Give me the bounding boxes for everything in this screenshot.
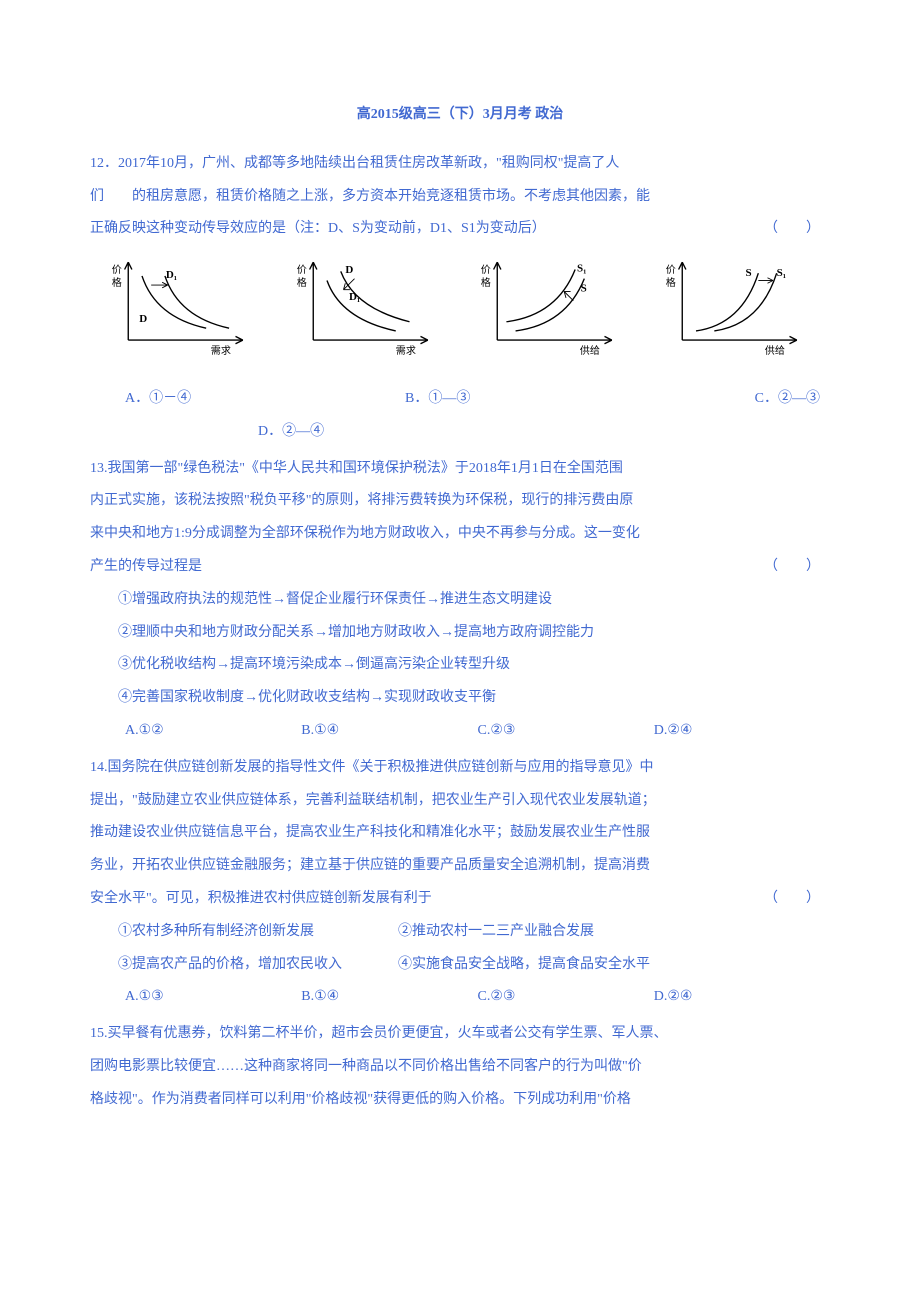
q14-item2: ②推动农村一二三产业融合发展 bbox=[398, 917, 594, 948]
svg-text:S: S bbox=[745, 267, 751, 279]
svg-text:S₁: S₁ bbox=[577, 263, 586, 275]
q13-item2: ②理顺中央和地方财政分配关系→增加地方财政收入→提高地方政府调控能力 bbox=[90, 618, 830, 649]
svg-text:D₁: D₁ bbox=[166, 269, 177, 281]
q14-item3: ③提高农产品的价格，增加农民收入 bbox=[118, 950, 398, 981]
q13-line2: 内正式实施，该税法按照"税负平移"的原则，将排污费转换为环保税，现行的排污费由原 bbox=[90, 486, 830, 517]
q15-line3: 格歧视"。作为消费者同样可以利用"价格歧视"获得更低的购入价格。下列成功利用"价… bbox=[90, 1085, 830, 1116]
q12-options-row: A．①－④ B．①—③ C．②—③ bbox=[90, 384, 830, 415]
q13-opt-d: D.②④ bbox=[654, 716, 830, 747]
q14-item4: ④实施食品安全战略，提高食品安全水平 bbox=[398, 950, 650, 981]
q13-item1: ①增强政府执法的规范性→督促企业履行环保责任→推进生态文明建设 bbox=[90, 585, 830, 616]
svg-text:价: 价 bbox=[665, 264, 675, 276]
svg-text:S₁: S₁ bbox=[776, 267, 785, 279]
svg-text:格: 格 bbox=[481, 276, 491, 289]
svg-text:格: 格 bbox=[112, 276, 122, 289]
q12-opt-c: C．②—③ bbox=[645, 384, 830, 415]
q13-line1: 13.我国第一部"绿色税法"《中华人民共和国环境保护税法》于2018年1月1日在… bbox=[90, 454, 830, 485]
q13-line4: 产生的传导过程是 （ ） bbox=[90, 552, 830, 583]
chart-3: 价 格 供给 S₁ S bbox=[463, 253, 642, 376]
svg-text:格: 格 bbox=[296, 276, 306, 289]
q12-line1: 12．2017年10月，广州、成都等多地陆续出台租赁住房改革新政，"租购同权"提… bbox=[90, 149, 830, 180]
q15-line1: 15.买早餐有优惠券，饮料第二杯半价，超市会员价更便宜，火车或者公交有学生票、军… bbox=[90, 1019, 830, 1050]
svg-text:供给: 供给 bbox=[580, 344, 600, 357]
q14-opt-b: B.①④ bbox=[301, 982, 477, 1013]
chart-1: 价 格 需求 D D₁ bbox=[94, 253, 273, 376]
q13-opt-b: B.①④ bbox=[301, 716, 477, 747]
q13-opt-c: C.②③ bbox=[478, 716, 654, 747]
q12-paren: （ ） bbox=[764, 214, 830, 245]
q12-line3: 正确反映这种变动传导效应的是（注：D、S为变动前，D1、S1为变动后） （ ） bbox=[90, 214, 830, 245]
q14-line3: 推动建设农业供应链信息平台，提高农业生产科技化和精准化水平；鼓励发展农业生产性服 bbox=[90, 818, 830, 849]
q14-paren: （ ） bbox=[764, 884, 830, 915]
q14-opt-c: C.②③ bbox=[478, 982, 654, 1013]
q12-opt-b: B．①—③ bbox=[405, 384, 645, 415]
q13-opt-a: A.①② bbox=[125, 716, 301, 747]
svg-text:D: D bbox=[345, 264, 353, 276]
q13-paren: （ ） bbox=[764, 552, 830, 583]
q12-num: 12． bbox=[90, 156, 118, 171]
q14-opt-d: D.②④ bbox=[654, 982, 830, 1013]
q14-line5: 安全水平"。可见，积极推进农村供应链创新发展有利于 （ ） bbox=[90, 884, 830, 915]
q13-item4: ④完善国家税收制度→优化财政收支结构→实现财政收支平衡 bbox=[90, 683, 830, 714]
q14-items-34: ③提高农产品的价格，增加农民收入 ④实施食品安全战略，提高食品安全水平 bbox=[90, 950, 830, 981]
svg-text:价: 价 bbox=[296, 264, 306, 276]
svg-text:D: D bbox=[139, 313, 147, 325]
chart-2: 价 格 需求 D D₁ bbox=[279, 253, 458, 376]
q14-line2: 提出，"鼓励建立农业供应链体系，完善利益联结机制，把农业生产引入现代农业发展轨道… bbox=[90, 786, 830, 817]
svg-text:价: 价 bbox=[112, 264, 122, 276]
q12-opt-d: D．②—④ bbox=[90, 417, 830, 448]
q14-items-12: ①农村多种所有制经济创新发展 ②推动农村一二三产业融合发展 bbox=[90, 917, 830, 948]
charts-container: 价 格 需求 D D₁ 价 格 需求 D D₁ bbox=[90, 253, 830, 376]
q12-text1: 2017年10月，广州、成都等多地陆续出台租赁住房改革新政，"租购同权"提高了人 bbox=[118, 156, 619, 171]
q13-line3: 来中央和地方1:9分成调整为全部环保税作为地方财政收入，中央不再参与分成。这一变… bbox=[90, 519, 830, 550]
svg-text:D₁: D₁ bbox=[349, 291, 360, 303]
q12-opt-a: A．①－④ bbox=[125, 384, 405, 415]
q14-line4: 务业，开拓农业供应链金融服务；建立基于供应链的重要产品质量安全追溯机制，提高消费 bbox=[90, 851, 830, 882]
q14-opt-a: A.①③ bbox=[125, 982, 301, 1013]
q14-options: A.①③ B.①④ C.②③ D.②④ bbox=[90, 982, 830, 1013]
q12-line2: 们 的租房意愿，租赁价格随之上涨，多方资本开始竞逐租赁市场。不考虑其他因素，能 bbox=[90, 182, 830, 213]
svg-text:供给: 供给 bbox=[764, 344, 784, 357]
q13-options: A.①② B.①④ C.②③ D.②④ bbox=[90, 716, 830, 747]
chart-4: 价 格 供给 S S₁ bbox=[648, 253, 827, 376]
q14-line1: 14.国务院在供应链创新发展的指导性文件《关于积极推进供应链创新与应用的指导意见… bbox=[90, 753, 830, 784]
q13-item3: ③优化税收结构→提高环境污染成本→倒逼高污染企业转型升级 bbox=[90, 650, 830, 681]
exam-title: 高2015级高三（下）3月月考 政治 bbox=[90, 100, 830, 131]
q15-line2: 团购电影票比较便宜……这种商家将同一种商品以不同价格出售给不同客户的行为叫做"价 bbox=[90, 1052, 830, 1083]
svg-text:需求: 需求 bbox=[211, 345, 231, 357]
svg-text:格: 格 bbox=[665, 276, 675, 289]
svg-text:S: S bbox=[581, 283, 587, 295]
q14-item1: ①农村多种所有制经济创新发展 bbox=[118, 917, 398, 948]
svg-text:需求: 需求 bbox=[395, 345, 415, 357]
svg-text:价: 价 bbox=[481, 264, 491, 276]
